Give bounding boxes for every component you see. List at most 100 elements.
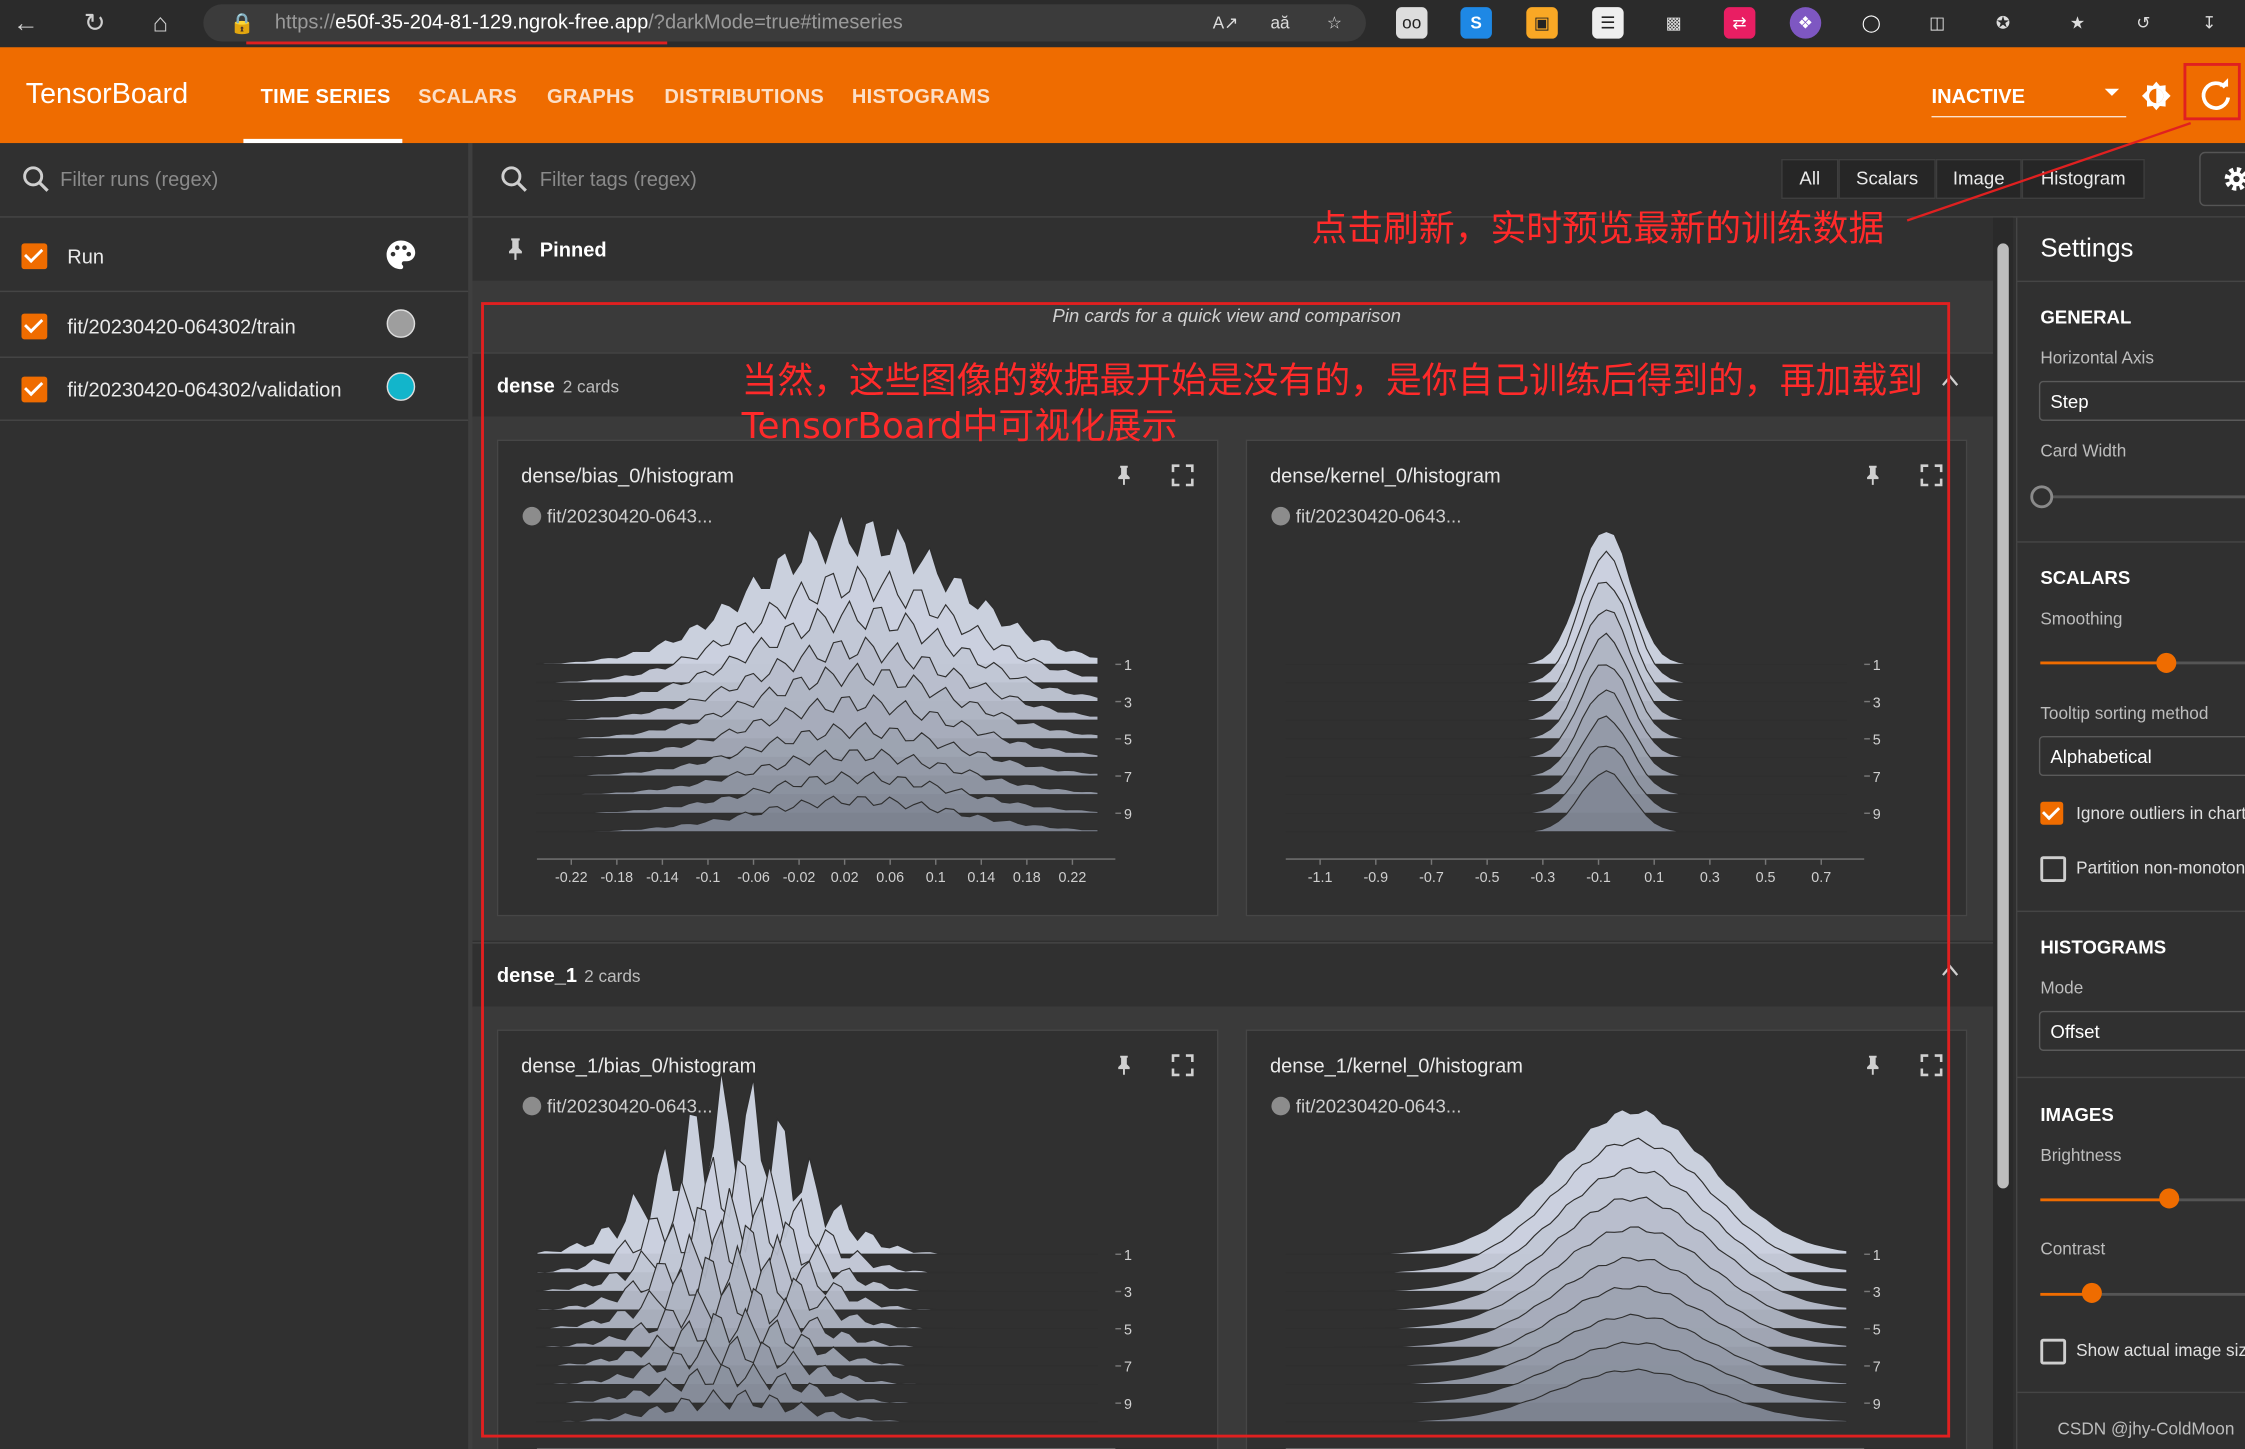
- palette-icon[interactable]: [384, 238, 418, 272]
- run-color-swatch-validation[interactable]: [386, 372, 416, 401]
- contrast-slider-rest[interactable]: [2091, 1292, 2245, 1296]
- filter-all-button[interactable]: All: [1781, 158, 1839, 200]
- pin-icon[interactable]: [1861, 1052, 1884, 1078]
- card-title: dense/bias_0/histogram: [521, 463, 735, 487]
- tooltip-sort-select[interactable]: Alphabetical: [2038, 735, 2245, 777]
- extension-icon[interactable]: ⇄: [1723, 7, 1756, 39]
- y-tick-label: 1: [1873, 1248, 1881, 1264]
- contrast-slider-thumb[interactable]: [2081, 1282, 2102, 1303]
- chevron-up-icon[interactable]: [1940, 961, 1960, 981]
- show-actual-size-label: Show actual image size: [2076, 1340, 2245, 1361]
- extension-icon[interactable]: ❖: [1789, 7, 1822, 39]
- filter-runs-input[interactable]: Filter runs (regex): [60, 167, 219, 191]
- card-run-label: fit/20230420-0643...: [546, 505, 713, 527]
- filter-image-button[interactable]: Image: [1935, 158, 2022, 200]
- panel-divider[interactable]: [468, 143, 473, 1449]
- histogram-mode-select[interactable]: Offset: [2038, 1010, 2245, 1051]
- theme-toggle-icon[interactable]: [2139, 79, 2173, 113]
- favorites-icon[interactable]: ★: [2069, 12, 2086, 33]
- app-title[interactable]: TensorBoard: [25, 78, 189, 111]
- histogram-slice: [536, 1188, 1099, 1293]
- history-icon[interactable]: ↺: [2136, 12, 2151, 33]
- home-icon[interactable]: ⌂: [152, 8, 169, 38]
- fullscreen-icon[interactable]: [1170, 462, 1196, 488]
- run-color-dot: [522, 506, 542, 526]
- extension-icon[interactable]: oo: [1396, 7, 1428, 39]
- refresh-icon[interactable]: [2198, 77, 2235, 114]
- charts-highlight-annotation: [481, 302, 1951, 1438]
- pin-icon[interactable]: [1861, 462, 1884, 488]
- extension-icon[interactable]: S: [1460, 7, 1492, 39]
- smoothing-slider-thumb[interactable]: [2156, 652, 2177, 673]
- run-color-dot: [522, 1096, 542, 1116]
- partition-checkbox[interactable]: [2040, 856, 2067, 882]
- histogram-slice: [1285, 530, 1847, 665]
- show-actual-size-checkbox[interactable]: [2040, 1338, 2067, 1365]
- address-bar[interactable]: [203, 4, 1366, 42]
- select-all-runs-checkbox[interactable]: [21, 243, 48, 270]
- extension-icon[interactable]: ▩: [1665, 12, 1682, 33]
- fullscreen-icon[interactable]: [1919, 462, 1945, 488]
- smoothing-slider-track[interactable]: [2040, 661, 2167, 665]
- favorite-add-icon[interactable]: ☆: [1326, 12, 1343, 33]
- brightness-slider-rest[interactable]: [2169, 1198, 2245, 1202]
- run-checkbox-validation[interactable]: [21, 376, 48, 403]
- translate-icon[interactable]: aă: [1270, 12, 1290, 33]
- x-tick-label: -1.1: [1308, 870, 1333, 886]
- ignore-outliers-checkbox[interactable]: [2040, 801, 2064, 825]
- run-color-dot: [1271, 1096, 1291, 1116]
- card-width-slider-track[interactable]: [2040, 495, 2245, 499]
- pin-icon: [509, 238, 522, 260]
- pinned-drop-area: [472, 280, 1994, 353]
- pin-icon[interactable]: [1113, 1052, 1136, 1078]
- smoothing-slider-rest[interactable]: [2166, 661, 2245, 665]
- url-text[interactable]: https://e50f-35-204-81-129.ngrok-free.ap…: [274, 10, 903, 33]
- chevron-up-icon[interactable]: [1940, 371, 1960, 391]
- extension-icon[interactable]: ▣: [1526, 7, 1558, 39]
- histogram-slice: [536, 1307, 1099, 1367]
- horizontal-axis-select[interactable]: Step: [2038, 380, 2245, 421]
- tab-histograms[interactable]: HISTOGRAMS: [851, 84, 991, 108]
- extension-icon[interactable]: ☰: [1592, 7, 1624, 39]
- card-width-slider-thumb[interactable]: [2030, 485, 2054, 509]
- pin-icon[interactable]: [1113, 462, 1136, 488]
- main-scrollbar-thumb[interactable]: [1997, 243, 2009, 1189]
- pinned-section-label: Pinned: [539, 237, 607, 261]
- reload-icon[interactable]: ↻: [83, 8, 106, 38]
- x-tick-label: -0.9: [1363, 870, 1388, 886]
- filter-tags-input[interactable]: Filter tags (regex): [539, 167, 697, 191]
- split-screen-icon[interactable]: ◫: [1929, 12, 1946, 33]
- card-title: dense/kernel_0/histogram: [1270, 463, 1501, 487]
- y-tick-label: 9: [1873, 1397, 1881, 1413]
- tab-scalars[interactable]: SCALARS: [418, 84, 517, 108]
- settings-toggle-button[interactable]: [2199, 151, 2245, 207]
- extensions-icon[interactable]: ✪: [1995, 12, 2011, 33]
- brightness-slider-track[interactable]: [2040, 1198, 2170, 1202]
- contrast-slider-track[interactable]: [2040, 1292, 2092, 1296]
- back-icon[interactable]: ←: [12, 8, 39, 38]
- pinned-hint: Pin cards for a quick view and compariso…: [1052, 304, 1402, 327]
- x-tick-label: 0.02: [831, 870, 859, 886]
- extension-icon[interactable]: ◯: [1861, 12, 1881, 33]
- run-color-dot: [1271, 506, 1291, 526]
- tab-time-series[interactable]: TIME SERIES: [260, 84, 391, 108]
- fullscreen-icon[interactable]: [1170, 1052, 1196, 1078]
- histogram-slice: [1285, 745, 1847, 814]
- filter-histogram-button[interactable]: Histogram: [2021, 158, 2145, 200]
- read-aloud-icon[interactable]: A↗: [1212, 12, 1239, 33]
- fullscreen-icon[interactable]: [1919, 1052, 1945, 1078]
- brightness-slider-thumb[interactable]: [2159, 1188, 2180, 1209]
- run-checkbox-train[interactable]: [21, 313, 48, 340]
- dropdown-caret-icon: [2104, 88, 2120, 96]
- inactive-plugins-select[interactable]: [1931, 82, 2127, 118]
- y-tick-label: 7: [1873, 1360, 1881, 1376]
- lock-icon[interactable]: 🔒: [229, 11, 255, 35]
- run-color-swatch-train[interactable]: [386, 309, 416, 338]
- tab-graphs[interactable]: GRAPHS: [546, 84, 635, 108]
- histogram-slice: [536, 694, 1099, 758]
- filter-scalars-button[interactable]: Scalars: [1838, 158, 1936, 200]
- tab-distributions[interactable]: DISTRIBUTIONS: [664, 84, 825, 108]
- divider: [0, 290, 469, 293]
- download-icon[interactable]: ↧: [2202, 12, 2217, 33]
- x-tick-label: -0.14: [646, 870, 679, 886]
